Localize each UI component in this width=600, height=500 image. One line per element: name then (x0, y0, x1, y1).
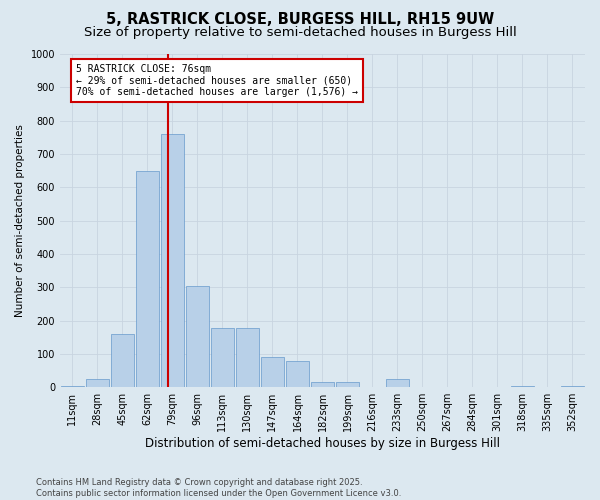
Bar (211, 328, 235, 387)
Bar (311, 382, 334, 387)
Bar (110, 334, 134, 387)
Text: Contains HM Land Registry data © Crown copyright and database right 2025.
Contai: Contains HM Land Registry data © Crown c… (36, 478, 401, 498)
Y-axis label: Number of semi-detached properties: Number of semi-detached properties (15, 124, 25, 317)
Bar (260, 357, 284, 387)
Bar (560, 386, 584, 387)
Bar (335, 382, 359, 387)
Bar (86, 379, 109, 387)
Bar (511, 386, 535, 387)
Bar (61, 386, 84, 387)
Bar (185, 286, 209, 387)
Bar (161, 134, 184, 387)
Text: 5 RASTRICK CLOSE: 76sqm
← 29% of semi-detached houses are smaller (650)
70% of s: 5 RASTRICK CLOSE: 76sqm ← 29% of semi-de… (76, 64, 358, 97)
Bar (236, 328, 259, 387)
Text: Size of property relative to semi-detached houses in Burgess Hill: Size of property relative to semi-detach… (83, 26, 517, 39)
Bar (286, 360, 310, 387)
X-axis label: Distribution of semi-detached houses by size in Burgess Hill: Distribution of semi-detached houses by … (145, 437, 500, 450)
Bar (386, 379, 409, 387)
Bar (136, 170, 160, 387)
Text: 5, RASTRICK CLOSE, BURGESS HILL, RH15 9UW: 5, RASTRICK CLOSE, BURGESS HILL, RH15 9U… (106, 12, 494, 26)
